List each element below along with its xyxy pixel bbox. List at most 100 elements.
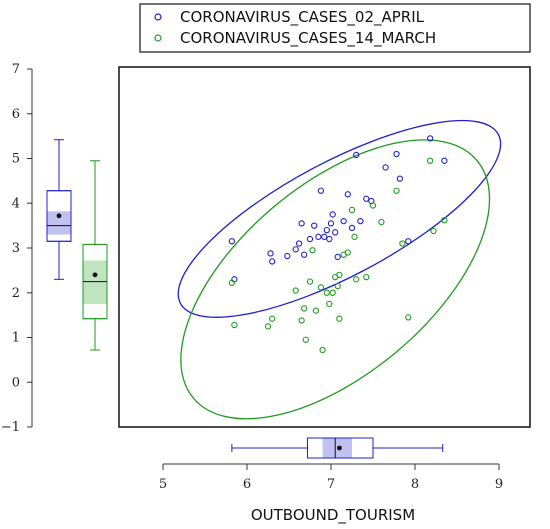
- x-axis-title: OUTBOUND_TOURISM: [251, 506, 415, 525]
- x-tick-label: 5: [159, 477, 167, 492]
- point-april: [353, 151, 360, 159]
- point-april: [292, 246, 299, 253]
- x-tick-label: 8: [411, 477, 419, 492]
- point-april: [228, 238, 236, 245]
- point-april: [348, 224, 356, 232]
- point-april: [321, 233, 328, 240]
- boxplot-march-ci-band: [83, 260, 107, 304]
- point-march: [344, 249, 351, 256]
- point-april: [317, 187, 325, 194]
- point-april: [441, 157, 448, 164]
- point-april: [326, 235, 333, 243]
- point-march: [329, 289, 336, 296]
- point-march: [351, 233, 358, 240]
- point-april: [306, 235, 314, 243]
- boxplot-april-mean: [56, 213, 62, 219]
- point-april: [311, 222, 318, 229]
- point-march: [426, 157, 434, 164]
- legend-frame: [139, 3, 531, 53]
- point-march: [405, 314, 412, 321]
- x-tick-label: 6: [243, 477, 251, 492]
- point-april: [327, 220, 335, 227]
- y-tick-label: −1: [1, 420, 20, 435]
- point-march: [309, 247, 316, 254]
- confidence-ellipse-march: [180, 139, 491, 420]
- legend-marker-series-1: [154, 13, 162, 21]
- y-axis: −1 0 1 2 3 4 5 6 7: [1, 62, 33, 435]
- point-march: [430, 227, 437, 235]
- point-april: [340, 217, 347, 225]
- point-march: [317, 284, 325, 291]
- point-april: [298, 220, 305, 227]
- x-tick-label: 9: [495, 477, 503, 492]
- point-march: [326, 300, 333, 308]
- point-march: [306, 278, 314, 285]
- point-april: [405, 238, 412, 245]
- point-april: [334, 253, 341, 261]
- point-march: [334, 282, 341, 290]
- point-april: [396, 175, 404, 182]
- point-march: [264, 323, 272, 330]
- boxplot-april-ci-band: [47, 211, 71, 235]
- point-march: [363, 273, 370, 281]
- y-tick-label: 6: [12, 107, 20, 122]
- point-march: [323, 289, 330, 296]
- y-tick-label: 1: [12, 331, 20, 346]
- legend-label-series-1: CORONAVIRUS_CASES_02_APRIL: [180, 8, 425, 27]
- y-tick-label: 4: [12, 196, 20, 211]
- point-march: [441, 217, 448, 224]
- boxplot-x-box-outline: [306, 437, 374, 459]
- point-april: [382, 164, 389, 171]
- legend-marker-series-2: [154, 34, 162, 42]
- point-march: [399, 240, 406, 247]
- point-april: [300, 251, 308, 258]
- point-april: [329, 211, 336, 218]
- y-tick-label: 3: [12, 241, 20, 256]
- marginal-boxplots: [46, 139, 444, 459]
- point-march: [292, 287, 299, 294]
- point-march: [228, 279, 236, 287]
- point-april: [295, 240, 303, 247]
- point-march: [231, 321, 238, 329]
- y-tick-label: 7: [12, 62, 20, 77]
- y-tick-label: 0: [12, 375, 20, 390]
- point-april: [284, 252, 291, 260]
- point-march: [312, 307, 320, 314]
- point-april: [393, 150, 400, 158]
- x-tick-label: 7: [327, 477, 335, 492]
- point-april: [332, 229, 339, 236]
- point-april: [426, 135, 434, 142]
- point-april: [323, 226, 330, 234]
- boxplot-x-mean: [337, 445, 342, 451]
- plot-frame: [118, 66, 531, 428]
- boxplot-march-mean: [92, 272, 98, 278]
- point-april: [269, 258, 276, 265]
- point-march: [336, 271, 343, 278]
- point-april: [267, 250, 274, 257]
- point-april: [344, 191, 351, 198]
- boxplot-april-box-outline: [46, 190, 72, 242]
- point-march: [269, 315, 276, 322]
- point-march: [300, 305, 308, 312]
- x-axis: OUTBOUND_TOURISM 5 6 7 8 9: [159, 463, 503, 525]
- legend: CORONAVIRUS_CASES_02_APRIL CORONAVIRUS_C…: [139, 3, 531, 53]
- point-march: [298, 317, 305, 324]
- point-march: [369, 202, 377, 209]
- point-march: [353, 276, 360, 283]
- confidence-ellipses: [177, 119, 502, 420]
- y-tick-label: 2: [12, 286, 20, 301]
- point-march: [378, 218, 385, 226]
- legend-label-series-2: CORONAVIRUS_CASES_14_MARCH: [180, 29, 436, 48]
- point-march: [348, 206, 356, 214]
- confidence-ellipse-april: [177, 119, 502, 318]
- point-april: [357, 217, 364, 225]
- point-march: [393, 187, 400, 194]
- data-points: [228, 135, 448, 354]
- point-april: [315, 233, 322, 240]
- point-april: [363, 195, 370, 202]
- point-march: [336, 315, 343, 322]
- point-march: [302, 336, 309, 343]
- point-march: [319, 346, 326, 354]
- y-tick-label: 5: [12, 152, 20, 167]
